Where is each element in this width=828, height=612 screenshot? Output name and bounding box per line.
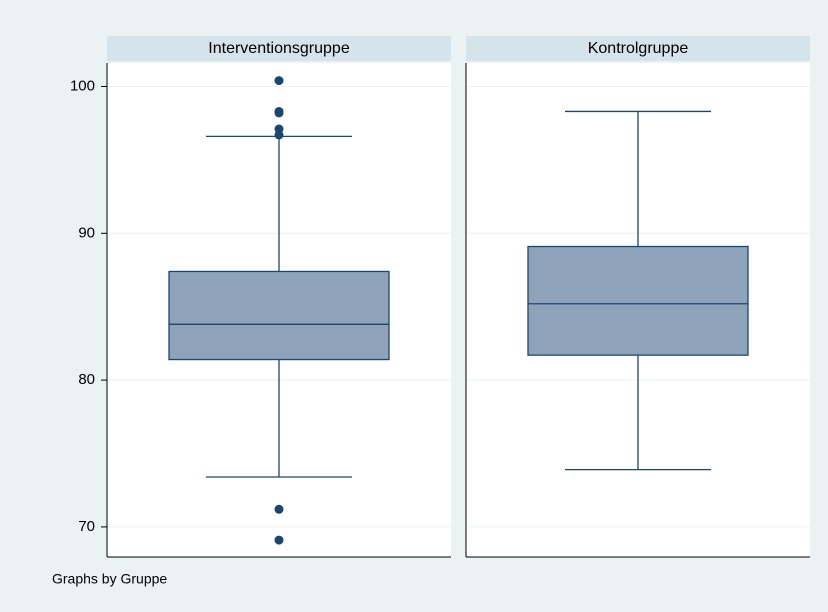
note: Graphs by Gruppe [52,571,167,587]
panel-title: Interventionsgruppe [208,40,350,57]
y-tick-label: 70 [78,518,95,535]
panel-header [466,36,810,61]
box [168,270,390,361]
outlier [274,535,284,545]
y-tick-label: 100 [70,77,95,94]
y-tick-label: 80 [78,371,95,388]
panel-header [107,36,451,61]
y-tick-label: 90 [78,224,95,241]
outlier [274,504,284,514]
outlier [274,130,284,140]
box [527,245,749,356]
panel-title: Kontrolgruppe [588,40,689,57]
outlier [274,76,284,86]
outlier [274,108,284,118]
